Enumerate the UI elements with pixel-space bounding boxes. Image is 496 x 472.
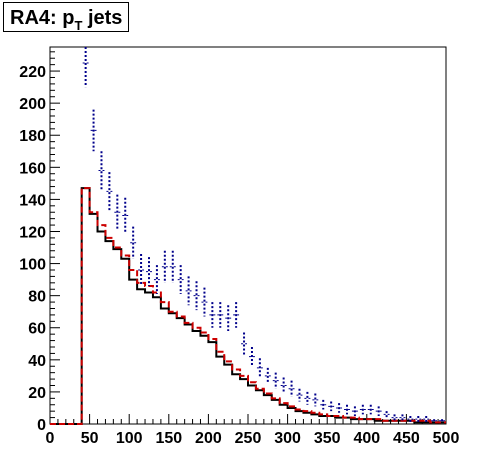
data-point [241,332,247,356]
data-point [161,250,168,283]
chart-title: RA4: pT jets [3,2,130,33]
data-point [177,265,184,295]
y-tick-label: 180 [19,128,46,145]
y-tick-label: 40 [28,353,46,370]
x-axis: 0 50 100 150 200 250 300 350 400 450 500 [46,414,460,447]
data-point [344,404,350,415]
data-point [280,377,287,394]
series-0-step [50,187,446,425]
x-tick-label: 200 [195,430,222,447]
data-point [185,276,192,306]
data-point [351,406,358,416]
data-point [82,47,89,88]
y-tick-label: 100 [19,257,46,274]
data-point [407,415,414,423]
series-1-step [50,187,446,425]
y-axis: 0 20 40 60 80 100 120 140 160 180 200 220 [19,51,60,434]
y-tick-label: 140 [19,192,46,209]
data-point [249,346,255,367]
data-point [288,380,295,397]
data-point [431,419,438,423]
y-tick-label: 200 [19,96,46,113]
data-point [90,109,97,152]
data-point [272,372,279,389]
data-point [193,281,200,311]
y-tick-label: 0 [37,417,46,434]
data-point [122,197,129,234]
y-tick-label: 60 [28,321,46,338]
data-point [391,414,398,421]
plot-frame [49,46,447,425]
data-point [138,253,145,287]
data-point [114,194,121,230]
x-tick-label: 350 [314,430,341,447]
data-point [217,302,224,328]
series-1-line [50,187,446,425]
data-point [304,391,311,405]
data-point [146,257,152,287]
x-tick-label: 450 [393,430,420,447]
y-tick-label: 220 [19,64,46,81]
data-point [399,414,406,421]
x-tick-label: 300 [274,430,301,447]
data-point [225,305,232,331]
data-point [153,265,160,295]
data-point [106,172,113,211]
chart-title-suffix: jets [82,7,123,29]
data-point [201,287,208,317]
data-point [375,406,382,416]
data-point [233,302,240,328]
data-point [264,367,271,384]
x-tick-label: 100 [116,430,143,447]
data-point [367,404,374,415]
y-tick-label: 80 [28,289,46,306]
data-point [328,401,335,412]
x-tick-label: 50 [81,430,99,447]
data-point [423,415,430,423]
x-tick-label: 150 [155,430,182,447]
series-0-line [50,187,446,425]
x-tick-label: 0 [46,430,55,447]
y-tick-label: 120 [19,224,46,241]
data-point [383,411,390,418]
data-point [359,404,366,415]
series-layer [50,47,446,425]
x-tick-label: 250 [235,430,262,447]
y-tick-label: 20 [28,385,46,402]
y-tick-label: 160 [19,160,46,177]
data-point [415,415,422,423]
chart-title-prefix: RA4: p [10,7,75,29]
data-point [312,393,319,407]
data-point [296,388,303,402]
data-point [209,302,216,328]
data-point [439,419,445,423]
data-point [130,226,137,259]
data-point [256,358,263,378]
data-point [98,151,105,190]
chart-title-subscript: T [74,18,83,33]
data-point [320,399,327,410]
x-tick-label: 400 [353,430,380,447]
x-tick-label: 500 [433,430,460,447]
series-2-points [82,47,445,423]
data-point [336,403,343,413]
data-point [169,250,176,283]
